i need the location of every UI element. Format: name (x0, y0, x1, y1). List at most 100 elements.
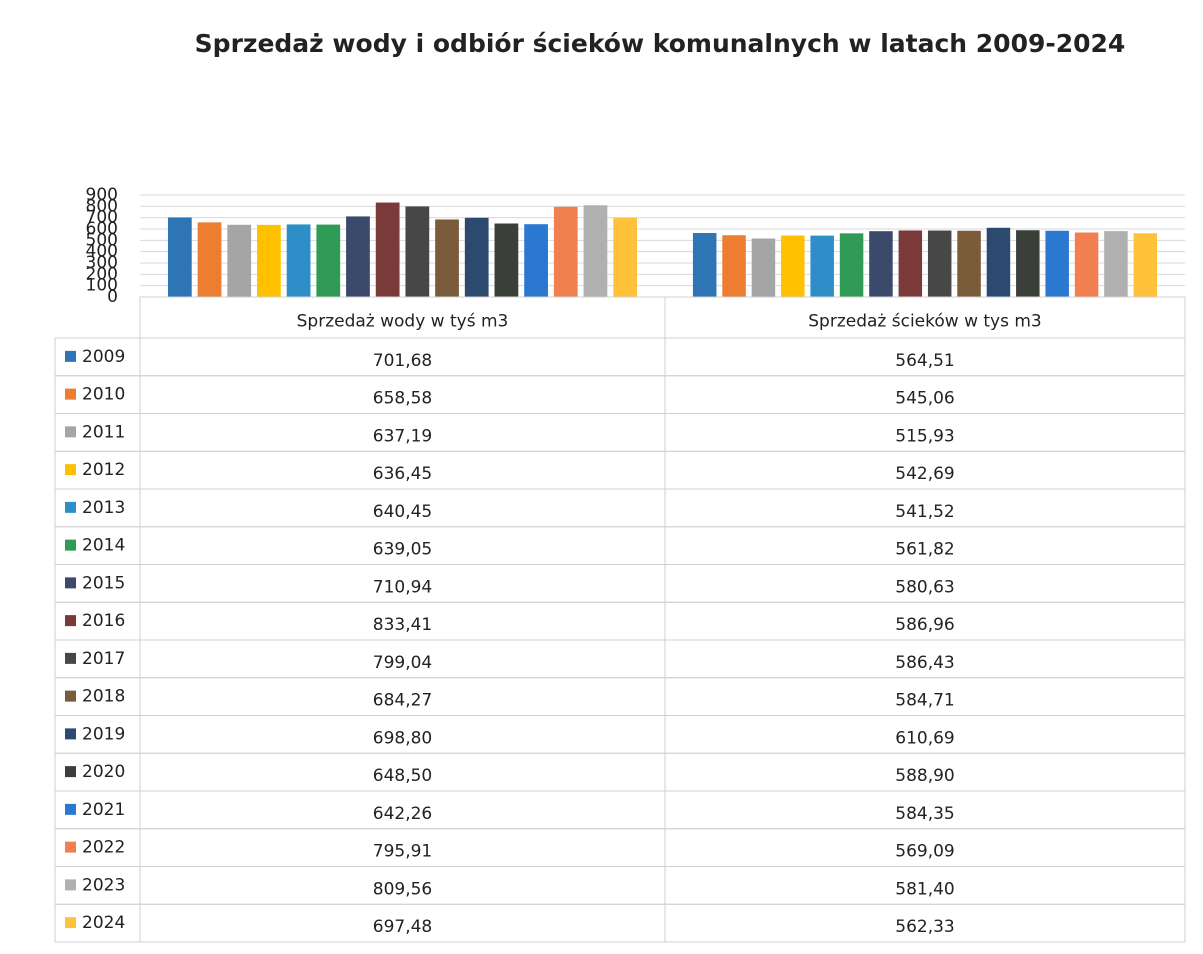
bar (167, 217, 192, 297)
data-label: 581,40 (895, 879, 954, 899)
data-label: 542,69 (895, 464, 954, 484)
legend-swatch (65, 690, 76, 702)
data-label: 701,68 (373, 351, 432, 371)
data-label: 586,43 (895, 653, 954, 673)
data-label: 584,35 (895, 804, 954, 824)
y-tick-label: 100 (86, 276, 118, 296)
y-tick-label: 700 (86, 208, 118, 228)
y-tick-label: 400 (86, 242, 118, 262)
data-label: 833,41 (373, 615, 432, 635)
legend-label: 2017 (82, 649, 125, 669)
data-label: 636,45 (373, 464, 432, 484)
data-label: 545,06 (895, 389, 954, 409)
legend-swatch (65, 652, 76, 664)
data-label: 697,48 (373, 917, 432, 937)
bar (553, 206, 578, 297)
data-label: 580,63 (895, 577, 954, 597)
data-label: 642,26 (373, 804, 432, 824)
legend-swatch (65, 803, 76, 815)
y-tick-label: 800 (86, 196, 118, 216)
legend-label: 2020 (82, 762, 125, 782)
legend-label: 2012 (82, 460, 125, 480)
data-label: 561,82 (895, 540, 954, 560)
data-label: 564,51 (895, 351, 954, 371)
chart-title: Sprzedaż wody i odbiór ścieków komunalny… (195, 29, 1126, 58)
bar (346, 216, 370, 297)
bar (781, 235, 805, 297)
category-label: Sprzedaż wody w tyś m3 (297, 312, 509, 332)
data-label: 586,96 (895, 615, 954, 635)
bar (494, 223, 519, 297)
legend-label: 2018 (82, 687, 125, 707)
bar (524, 224, 548, 297)
legend-label: 2023 (82, 875, 125, 895)
legend-label: 2024 (82, 913, 125, 933)
bar (1133, 233, 1158, 297)
data-label: 658,58 (373, 389, 432, 409)
data-label: 569,09 (895, 842, 954, 862)
bar (375, 202, 400, 297)
data-label: 648,50 (373, 766, 432, 786)
legend-swatch (65, 766, 76, 778)
legend-swatch (65, 350, 76, 362)
y-tick-label: 900 (86, 185, 118, 205)
legend-label: 2009 (82, 347, 125, 367)
legend-swatch (65, 841, 76, 853)
table-cell (664, 903, 1186, 943)
bar (869, 231, 893, 297)
legend-swatch (65, 615, 76, 627)
data-label: 640,45 (373, 502, 432, 522)
data-label: 515,93 (895, 426, 954, 446)
legend-label: 2014 (82, 536, 125, 556)
bar (986, 227, 1011, 297)
bar (286, 224, 311, 297)
data-label: 809,56 (373, 879, 432, 899)
y-tick-label: 500 (86, 230, 118, 250)
bar (464, 217, 489, 297)
data-label: 562,33 (895, 917, 954, 937)
bar (1074, 232, 1099, 297)
data-label: 795,91 (373, 842, 432, 862)
legend-swatch (65, 879, 76, 891)
data-label: 637,19 (373, 426, 432, 446)
data-label: 541,52 (895, 502, 954, 522)
legend-swatch (65, 501, 76, 513)
bar (927, 230, 952, 297)
data-label: 698,80 (373, 728, 432, 748)
y-tick-label: 200 (86, 264, 118, 284)
y-tick-label: 0 (107, 287, 118, 307)
bar (227, 224, 252, 297)
data-label: 684,27 (373, 691, 432, 711)
data-label: 610,69 (895, 728, 954, 748)
y-tick-label: 600 (86, 219, 118, 239)
legend-swatch (65, 728, 76, 740)
bar (405, 206, 430, 297)
bar (722, 235, 746, 297)
legend-swatch (65, 917, 76, 929)
legend-label: 2013 (82, 498, 125, 518)
category-label: Sprzedaż ścieków w tys m3 (808, 312, 1042, 332)
legend-label: 2022 (82, 838, 125, 858)
bar (898, 230, 923, 297)
legend-swatch (65, 388, 76, 400)
legend-swatch (65, 539, 76, 551)
data-label: 584,71 (895, 691, 954, 711)
data-label: 710,94 (373, 577, 432, 597)
bar (1104, 231, 1128, 297)
y-tick-label: 300 (86, 253, 118, 273)
bar (197, 222, 222, 297)
bar (613, 217, 638, 297)
legend-label: 2016 (82, 611, 125, 631)
bar (692, 233, 717, 297)
bar (839, 233, 864, 297)
legend-swatch (65, 577, 76, 589)
bar (316, 224, 341, 297)
legend-label: 2010 (82, 385, 125, 405)
bar (957, 230, 981, 297)
bar (751, 238, 776, 297)
data-label: 639,05 (373, 540, 432, 560)
bar (583, 205, 608, 297)
data-label: 588,90 (895, 766, 954, 786)
legend-swatch (65, 464, 76, 476)
